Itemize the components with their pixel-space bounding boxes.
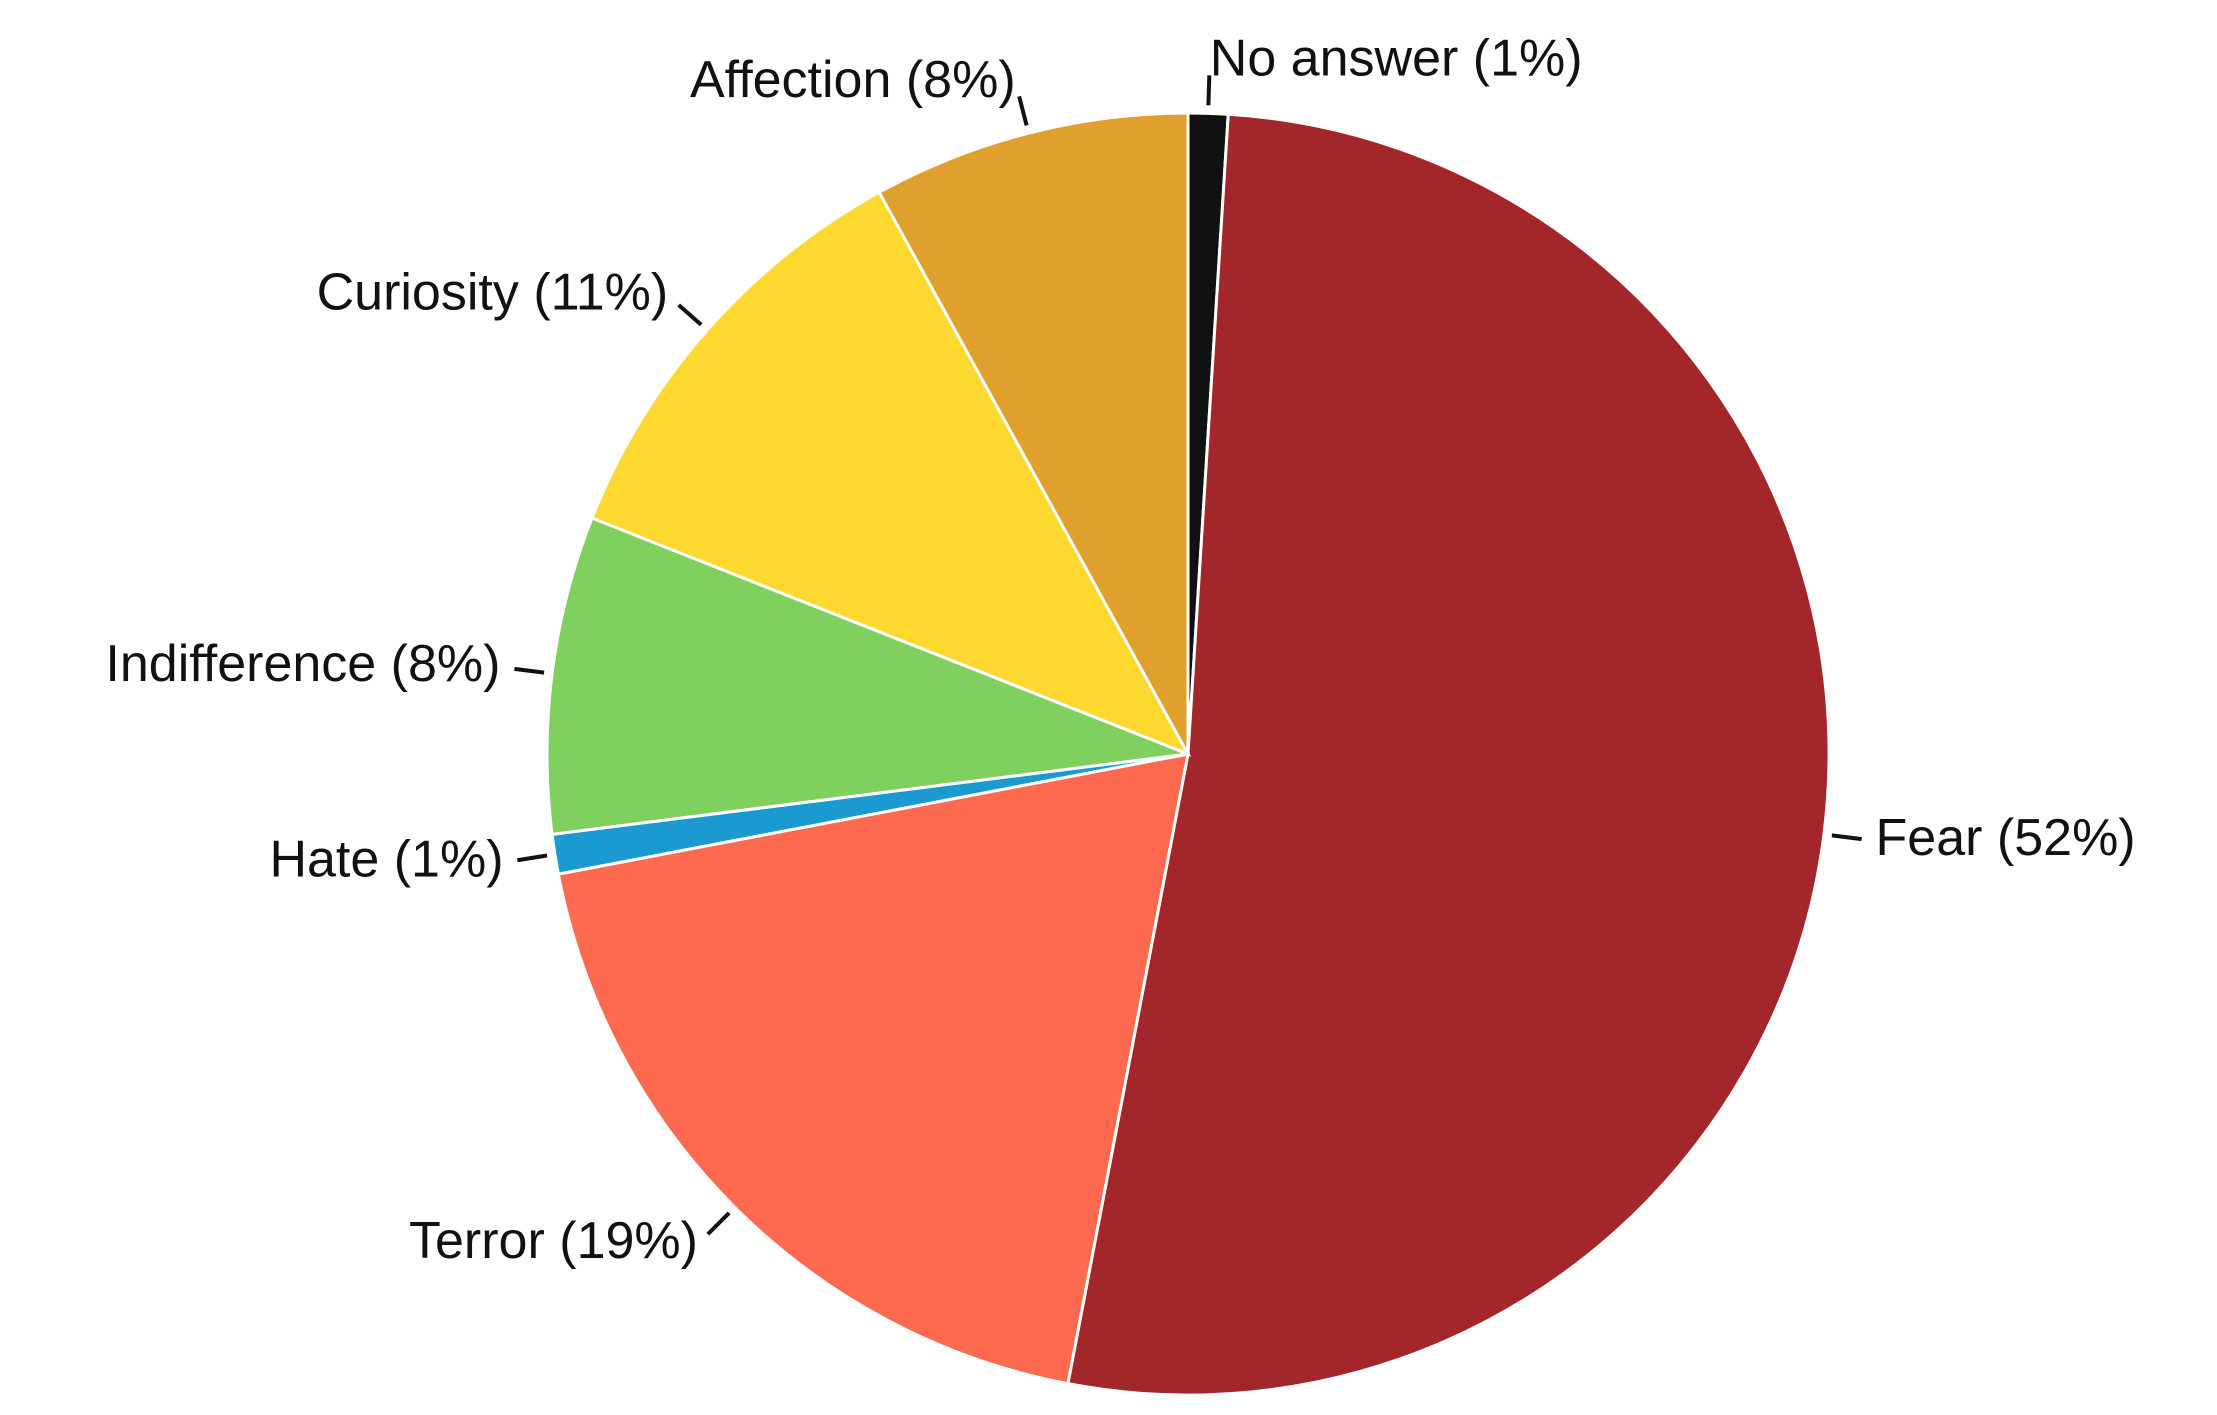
leader-line bbox=[677, 303, 703, 327]
pie-slice bbox=[1066, 112, 1831, 1397]
slice-category: No answer bbox=[1210, 29, 1459, 87]
slice-category: Terror bbox=[409, 1212, 545, 1270]
slice-category: Fear bbox=[1876, 809, 1983, 867]
pie-slice bbox=[590, 190, 1192, 757]
slice-label: No answer (1%) bbox=[1210, 29, 1583, 87]
slice-value-label: (1%) bbox=[394, 830, 504, 888]
leader-line bbox=[517, 853, 548, 863]
pie-slice bbox=[545, 516, 1189, 837]
pie-slice bbox=[877, 111, 1190, 755]
leader-line bbox=[514, 666, 545, 675]
slice-label: Indifference (8%) bbox=[105, 635, 500, 693]
slice-category: Hate bbox=[269, 830, 379, 888]
slice-label: Affection (8%) bbox=[690, 51, 1016, 109]
slice-label: Fear (52%) bbox=[1876, 809, 2136, 867]
slice-label: Hate (1%) bbox=[269, 830, 503, 888]
slice-value-label: (1%) bbox=[1473, 29, 1583, 87]
slice-value-label: (8%) bbox=[391, 635, 501, 693]
leader-line bbox=[1017, 95, 1029, 126]
slice-value-label: (19%) bbox=[559, 1212, 698, 1270]
slice-value-label: (52%) bbox=[1997, 809, 2136, 867]
leader-line bbox=[1206, 75, 1212, 106]
pie-slice bbox=[556, 752, 1190, 1386]
slice-category: Affection bbox=[690, 51, 891, 109]
slice-label: Curiosity (11%) bbox=[317, 263, 669, 321]
leader-line bbox=[706, 1211, 731, 1236]
slice-category: Indifference bbox=[105, 635, 376, 693]
slice-label: Terror (19%) bbox=[409, 1212, 698, 1270]
leader-line bbox=[1831, 833, 1862, 842]
slice-category: Curiosity bbox=[317, 263, 519, 321]
slice-value-label: (8%) bbox=[906, 51, 1016, 109]
slice-value-label: (11%) bbox=[533, 263, 668, 321]
